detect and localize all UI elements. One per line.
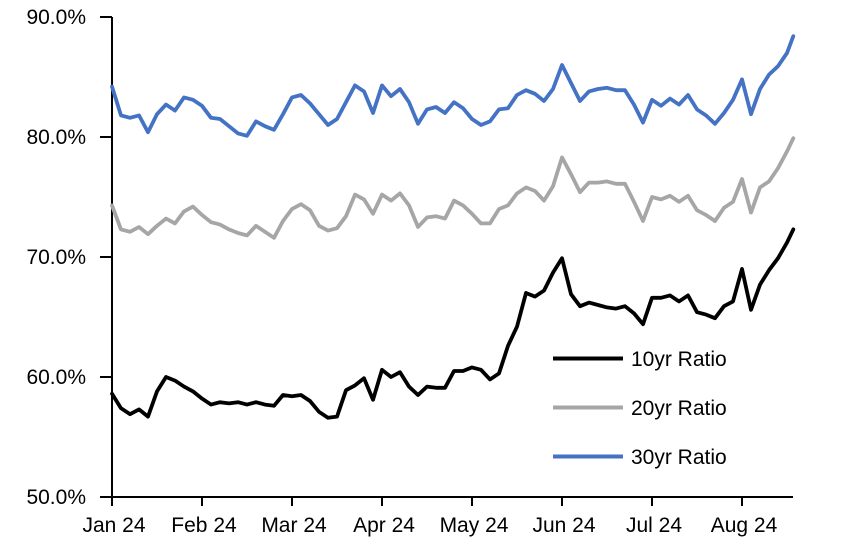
x-tick-label: Jul 24 (626, 514, 682, 537)
x-tick-label: Feb 24 (171, 514, 237, 537)
legend-label-30yr-ratio: 30yr Ratio (631, 446, 727, 469)
x-tick-label: Aug 24 (711, 514, 778, 537)
legend-label-10yr-ratio: 10yr Ratio (631, 348, 727, 371)
series-line-30yr-ratio (110, 34, 796, 138)
x-tick-label: Mar 24 (261, 514, 327, 537)
x-tick-label: May 24 (440, 514, 509, 537)
y-tick-label: 60.0% (26, 366, 86, 389)
y-tick-label: 90.0% (26, 6, 86, 29)
x-tick-label: Apr 24 (353, 514, 415, 537)
x-tick-label: Jan 24 (82, 514, 145, 537)
y-tick-label: 80.0% (26, 126, 86, 149)
y-tick-label: 70.0% (26, 246, 86, 269)
legend-label-20yr-ratio: 20yr Ratio (631, 397, 727, 420)
series-line-20yr-ratio (110, 136, 796, 240)
axis-lines (111, 17, 793, 498)
series-line-10yr-ratio (110, 227, 796, 420)
y-tick-label: 50.0% (26, 486, 86, 509)
chart-legend: 10yr Ratio 20yr Ratio 30yr Ratio (553, 348, 727, 469)
x-tick-label: Jun 24 (532, 514, 595, 537)
